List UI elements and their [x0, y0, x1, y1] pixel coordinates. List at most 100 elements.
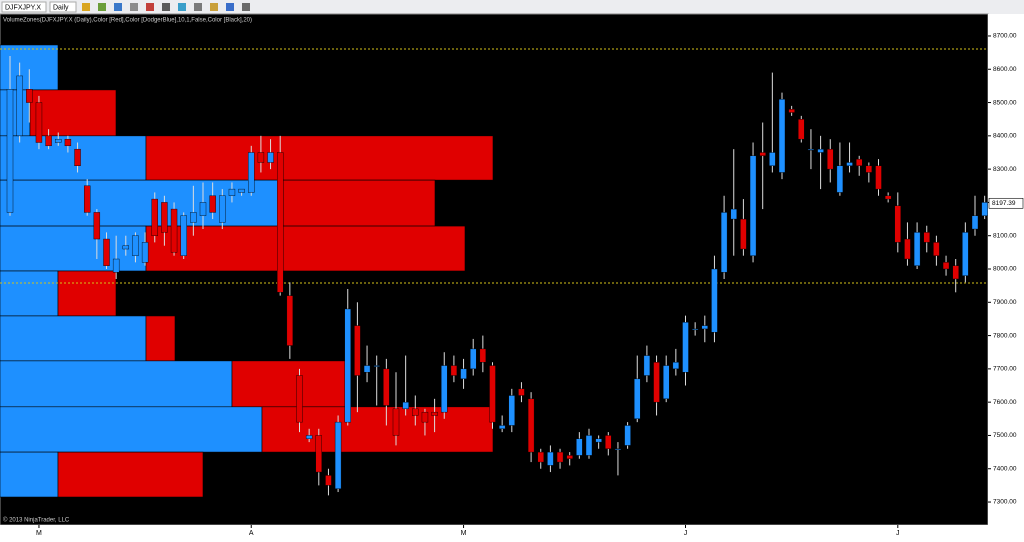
- x-axis-bg: [0, 525, 1024, 542]
- candle-body: [653, 362, 660, 403]
- candle-body: [566, 455, 573, 459]
- candle-body: [55, 138, 62, 143]
- candle-body: [904, 238, 911, 260]
- zone-down-volume: [145, 135, 494, 181]
- y-tick-label: 8000.00: [993, 266, 1017, 273]
- x-tick-label: M: [461, 530, 467, 537]
- y-tick-label: 7300.00: [993, 499, 1017, 506]
- candle-body: [141, 242, 149, 263]
- candle-body: [740, 218, 747, 250]
- y-tick-label: 7600.00: [993, 399, 1017, 406]
- zone-down-volume: [57, 451, 204, 498]
- candle-body: [35, 102, 43, 143]
- icon[interactable]: [82, 3, 90, 11]
- candle-body: [383, 368, 390, 406]
- candle-body: [209, 195, 216, 213]
- icon[interactable]: [146, 3, 154, 11]
- candle-body: [672, 362, 680, 370]
- candle-body: [537, 451, 544, 463]
- candle-body: [798, 118, 805, 140]
- candle-body: [277, 152, 284, 293]
- icon[interactable]: [162, 3, 170, 11]
- candle-body: [971, 215, 979, 230]
- zone-up-volume: [0, 406, 263, 453]
- candle-body: [180, 215, 187, 256]
- icon[interactable]: [210, 3, 218, 11]
- interval[interactable]: Daily: [53, 4, 69, 11]
- candle-body: [161, 202, 168, 233]
- icon[interactable]: [98, 3, 106, 11]
- candle-body: [576, 438, 583, 456]
- candle-body: [74, 148, 81, 167]
- y-tick-label: 8700.00: [993, 33, 1017, 40]
- candle-body: [827, 148, 834, 170]
- candle-body: [884, 195, 892, 200]
- zone-up-volume: [0, 179, 284, 227]
- zone-up-volume: [0, 360, 233, 408]
- candle-body: [981, 202, 988, 216]
- candle-body: [16, 75, 23, 137]
- candle-body: [421, 411, 429, 423]
- icon[interactable]: [226, 3, 234, 11]
- candle-body: [479, 348, 487, 363]
- candle-body: [315, 435, 322, 473]
- y-tick-label: 8600.00: [993, 66, 1017, 73]
- instrument[interactable]: DJFXJPY.X: [5, 4, 41, 11]
- y-tick-label: 8100.00: [993, 232, 1017, 239]
- candle-body: [605, 435, 612, 449]
- interval-box[interactable]: [49, 1, 77, 13]
- icon[interactable]: [178, 3, 186, 11]
- candle-body: [691, 328, 699, 331]
- candle-body: [392, 408, 400, 436]
- toolbar: [0, 0, 1024, 14]
- candle-body: [103, 238, 110, 266]
- candle-body: [431, 411, 438, 416]
- candle-body: [508, 395, 515, 426]
- candle-body: [325, 475, 332, 486]
- candle-body: [836, 165, 844, 193]
- candle-body: [711, 268, 718, 333]
- candle-body: [373, 365, 380, 367]
- candle-body: [305, 435, 313, 439]
- zone-up-volume: [0, 225, 147, 272]
- candle-body: [238, 188, 245, 193]
- zone-down-volume: [145, 315, 176, 362]
- candle-body: [6, 89, 14, 213]
- zone-up-volume: [0, 270, 59, 317]
- candle-body: [942, 262, 950, 270]
- candle-body: [93, 212, 101, 240]
- candle-body: [112, 258, 120, 273]
- icon[interactable]: [242, 3, 250, 11]
- candle-body: [412, 408, 419, 416]
- instrument-box[interactable]: [1, 1, 47, 13]
- candle-body: [296, 375, 303, 423]
- icon[interactable]: [194, 3, 202, 11]
- icon[interactable]: [114, 3, 122, 11]
- last-price-label: 8197.39: [992, 200, 1016, 207]
- zone-down-volume: [57, 270, 117, 317]
- candle-body: [749, 155, 757, 256]
- icon[interactable]: [130, 3, 138, 11]
- candle-body: [450, 365, 458, 376]
- y-tick-label: 7400.00: [993, 465, 1017, 472]
- candle-body: [556, 451, 564, 463]
- candle-body: [875, 165, 882, 190]
- zone-down-volume: [231, 360, 349, 408]
- candle-body: [344, 308, 351, 423]
- candle-body: [257, 152, 265, 163]
- candle-body: [170, 208, 178, 253]
- y-tick-label: 8400.00: [993, 133, 1017, 140]
- zone-up-volume: [0, 135, 147, 181]
- candle-body: [769, 152, 776, 167]
- candle-body: [248, 152, 255, 193]
- candle-body: [759, 152, 766, 157]
- candle-body: [518, 388, 525, 396]
- x-tick-label: J: [896, 530, 900, 537]
- candle-body: [190, 212, 197, 223]
- candle-body: [441, 365, 448, 413]
- x-tick-label: M: [36, 530, 42, 537]
- candle-body: [701, 325, 708, 330]
- y-tick-label: 7900.00: [993, 299, 1017, 306]
- candle-body: [778, 99, 786, 173]
